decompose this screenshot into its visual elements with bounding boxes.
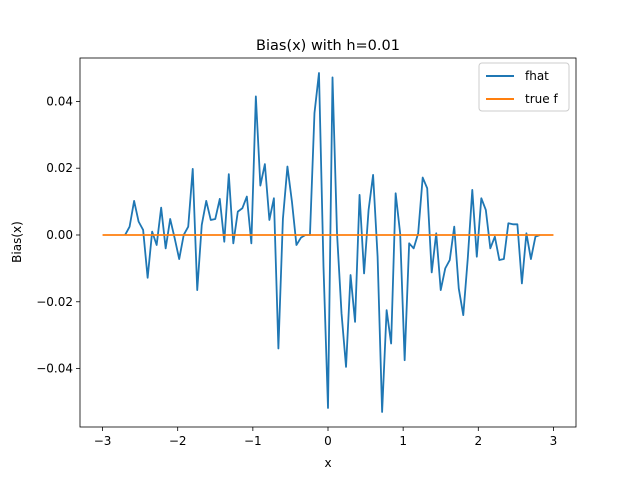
y-tick-label: 0.02 [46,161,73,175]
x-axis-label: x [324,456,331,470]
chart-title: Bias(x) with h=0.01 [256,38,400,54]
y-axis-label: Bias(x) [10,221,24,263]
x-tick-label: 2 [474,434,482,448]
series-layer [102,72,554,413]
x-tick-label: −3 [94,434,112,448]
x-tick-label: −2 [169,434,187,448]
legend-label-fhat: fhat [525,69,549,83]
y-tick-label: −0.04 [36,362,73,376]
y-axis-ticks: −0.04 −0.02 0.00 0.02 0.04 [36,94,80,376]
series-line-fhat [124,72,541,413]
x-tick-label: −1 [244,434,262,448]
x-tick-label: 3 [550,434,558,448]
plot-area [79,57,577,428]
x-axis-ticks: −3 −2 −1 0 1 2 3 [94,427,558,448]
legend: fhat true f [478,62,570,112]
y-tick-label: 0.00 [46,228,73,242]
y-tick-label: 0.04 [46,94,73,108]
x-tick-label: 0 [324,434,332,448]
x-tick-label: 1 [399,434,407,448]
y-tick-label: −0.02 [36,295,73,309]
legend-label-true-f: true f [525,92,558,106]
